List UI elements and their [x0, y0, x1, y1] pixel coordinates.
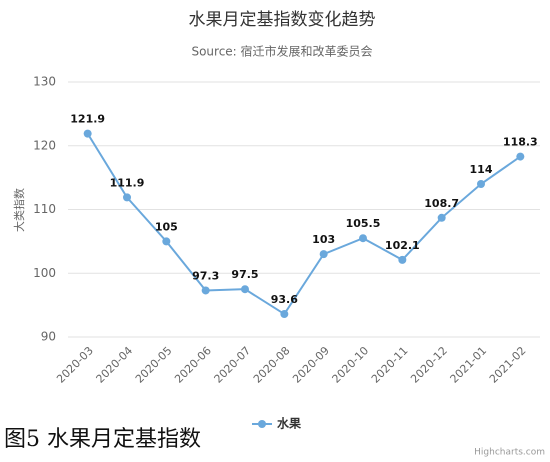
data-label: 114 [470, 163, 493, 176]
data-point [162, 237, 171, 246]
x-tick-label: 2020-04 [94, 344, 136, 386]
y-tick-label: 130 [33, 75, 56, 89]
y-axis-label: 大类指数 [12, 188, 26, 232]
x-tick-label: 2020-03 [54, 344, 96, 386]
data-point [241, 285, 249, 294]
data-point [437, 213, 446, 222]
data-label: 93.6 [271, 293, 298, 306]
data-label: 97.3 [192, 269, 219, 282]
data-label: 121.9 [70, 113, 105, 126]
data-label: 108.7 [424, 197, 459, 210]
x-tick-label: 2020-08 [251, 344, 293, 386]
data-point [398, 255, 407, 264]
data-point [201, 286, 210, 295]
y-tick-label: 110 [33, 202, 56, 216]
y-tick-label: 120 [33, 138, 56, 152]
legend-symbol [258, 420, 266, 428]
x-tick-label: 2020-05 [133, 344, 175, 386]
caption: 图5 水果月定基指数 [4, 427, 201, 452]
data-label: 102.1 [385, 239, 420, 252]
series-line [86, 133, 521, 316]
y-tick-label: 90 [41, 330, 56, 344]
x-tick-label: 2020-07 [212, 344, 254, 386]
data-point [359, 234, 367, 243]
x-tick-label: 2020-10 [330, 344, 372, 386]
data-point [516, 152, 525, 161]
x-tick-label: 2020-12 [408, 344, 450, 386]
data-point [319, 250, 328, 259]
x-tick-label: 2020-06 [172, 344, 214, 386]
data-label: 111.9 [110, 176, 145, 189]
x-tick-label: 2021-01 [448, 344, 490, 386]
data-label: 103 [312, 233, 335, 246]
x-tick-label: 2021-02 [487, 344, 529, 386]
data-point [83, 129, 92, 138]
chart-subtitle: Source: 宿迁市发展和改革委员会 [191, 44, 372, 59]
x-tick-label: 2020-11 [369, 344, 411, 386]
legend-label: 水果 [277, 416, 301, 431]
x-tick-label: 2020-09 [290, 344, 332, 386]
data-label: 105 [155, 220, 178, 233]
data-label: 118.3 [503, 136, 538, 149]
data-label: 105.5 [346, 217, 381, 230]
data-label: 97.5 [231, 268, 258, 281]
data-point [477, 180, 485, 188]
credits: Highcharts.com [474, 448, 545, 458]
chart-title: 水果月定基指数变化趋势 [189, 10, 376, 30]
data-point [280, 310, 289, 319]
y-tick-label: 100 [33, 266, 56, 280]
data-point [123, 193, 131, 202]
